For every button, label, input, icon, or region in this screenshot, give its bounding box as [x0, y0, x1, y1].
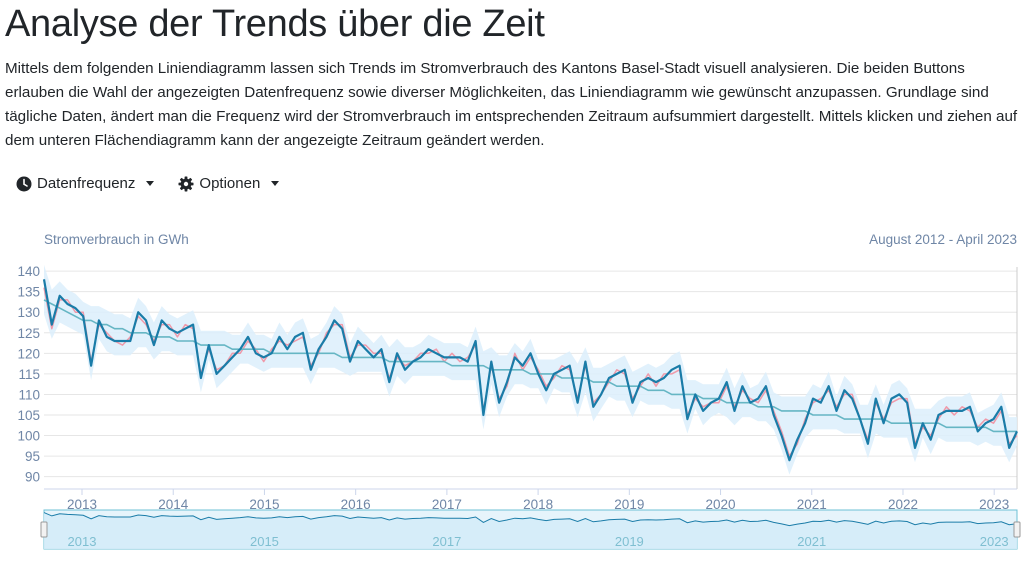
- y-tick-label: 135: [17, 285, 40, 300]
- navigator-tick-label: 2017: [432, 534, 461, 549]
- frequency-dropdown-label: Datenfrequenz: [37, 175, 136, 192]
- x-tick-label: 2017: [432, 497, 462, 512]
- x-tick-label: 2018: [523, 497, 553, 512]
- x-tick-label: 2020: [706, 497, 736, 512]
- y-tick-label: 125: [17, 326, 40, 341]
- confidence-band: [44, 264, 1017, 475]
- frequency-dropdown-button[interactable]: Datenfrequenz: [16, 175, 155, 192]
- clock-icon: [16, 176, 32, 192]
- navigator-tick-label: 2013: [68, 534, 97, 549]
- y-tick-label: 110: [18, 387, 40, 402]
- x-tick-label: 2022: [888, 497, 918, 512]
- x-tick-label: 2013: [67, 497, 97, 512]
- y-tick-label: 100: [17, 429, 40, 444]
- page-title: Analyse der Trends über die Zeit: [5, 3, 545, 45]
- navigator-area: [44, 512, 1017, 549]
- y-axis-title: Stromverbrauch in GWh: [44, 232, 189, 247]
- x-tick-label: 2019: [614, 497, 644, 512]
- y-tick-label: 90: [25, 470, 40, 485]
- caret-down-icon: [271, 181, 280, 186]
- navigator-line: [43, 512, 1018, 527]
- x-tick-label: 2016: [341, 497, 371, 512]
- y-tick-label: 140: [17, 264, 40, 279]
- y-tick-label: 130: [17, 305, 40, 320]
- options-dropdown-button[interactable]: Optionen: [178, 175, 280, 192]
- intro-text: Mittels dem folgenden Liniendiagramm las…: [5, 60, 1018, 149]
- series-line-2: [43, 299, 1017, 433]
- navigator-tick-label: 2021: [797, 534, 826, 549]
- options-dropdown-label: Optionen: [199, 175, 261, 192]
- navigator-tick-label: 2015: [250, 534, 279, 549]
- y-tick-label: 95: [25, 449, 40, 464]
- navigator-tick-label: 2023: [980, 534, 1009, 549]
- x-tick-label: 2015: [249, 497, 279, 512]
- navigator-handle-right[interactable]: [1013, 521, 1021, 538]
- chart-toolbar: Datenfrequenz Optionen: [16, 175, 280, 192]
- x-tick-label: 2021: [797, 497, 827, 512]
- caret-down-icon: [146, 181, 155, 186]
- y-tick-label: 105: [17, 408, 40, 423]
- date-range-label: August 2012 - April 2023: [869, 232, 1017, 247]
- x-tick-label: 2014: [158, 497, 189, 512]
- y-tick-label: 120: [17, 346, 40, 361]
- gear-icon: [178, 176, 194, 192]
- series-line-0: [42, 279, 1018, 462]
- navigator-tick-label: 2019: [615, 534, 644, 549]
- navigator-handle-left[interactable]: [40, 521, 48, 538]
- x-tick-label: 2023: [979, 497, 1009, 512]
- y-tick-label: 115: [18, 367, 40, 382]
